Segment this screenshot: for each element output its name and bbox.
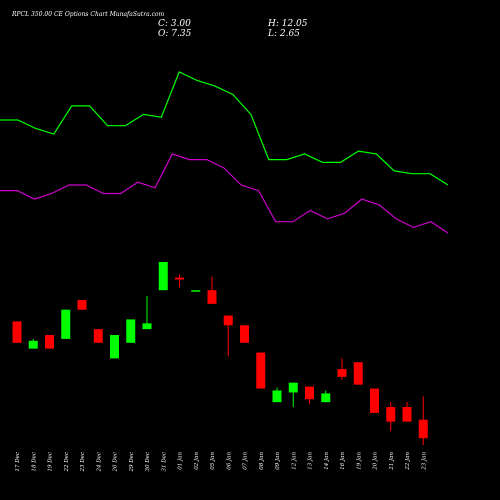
candle-body bbox=[353, 362, 363, 385]
x-tick-label: 19 Dec bbox=[48, 452, 54, 472]
low-value: L: 2.65 bbox=[267, 29, 300, 39]
candle bbox=[110, 335, 119, 359]
x-tick-label: 17 Dec bbox=[15, 452, 21, 472]
candle bbox=[175, 274, 184, 288]
candles bbox=[12, 262, 428, 445]
candle-body bbox=[158, 262, 168, 291]
candle bbox=[12, 321, 22, 343]
x-tick-label: 02 Jan bbox=[194, 452, 200, 470]
candle-body bbox=[305, 386, 314, 400]
x-tick-label: 14 Jan bbox=[324, 452, 330, 470]
candle-body bbox=[207, 290, 217, 304]
candle-body bbox=[28, 340, 38, 349]
candle-body bbox=[12, 321, 22, 343]
high-value: H: 12.05 bbox=[267, 19, 308, 29]
x-tick-label: 12 Jan bbox=[291, 452, 297, 470]
candle-body bbox=[386, 407, 396, 422]
x-tick-label: 13 Jan bbox=[308, 452, 314, 470]
candle bbox=[321, 390, 331, 403]
candle bbox=[77, 299, 87, 310]
candle-body bbox=[288, 382, 298, 393]
green-indicator-line bbox=[0, 71, 449, 186]
x-tick-label: 26 Dec bbox=[113, 452, 119, 473]
x-tick-label: 23 Dec bbox=[80, 452, 86, 473]
candle-body bbox=[402, 407, 412, 422]
magenta-indicator-line bbox=[0, 153, 449, 234]
x-tick-label: 30 Dec bbox=[145, 452, 151, 472]
candle bbox=[402, 402, 412, 422]
x-tick-label: 20 Jan bbox=[373, 452, 379, 471]
candle-body bbox=[191, 290, 201, 292]
candle-body bbox=[370, 388, 379, 413]
candle bbox=[370, 388, 379, 413]
candle-body bbox=[240, 325, 249, 343]
x-tick-label: 01 Jan bbox=[178, 452, 184, 470]
candle bbox=[353, 362, 363, 385]
candle bbox=[142, 296, 152, 330]
candle bbox=[126, 319, 136, 343]
candle bbox=[272, 387, 282, 403]
x-tick-label: 05 Jan bbox=[210, 452, 216, 470]
candle-body bbox=[418, 419, 428, 439]
candle bbox=[61, 309, 71, 339]
x-tick-label: 22 Dec bbox=[64, 452, 70, 473]
candle bbox=[256, 352, 266, 389]
chart-title: RPCL 350.00 CE Options Chart MunafaSutra… bbox=[11, 11, 165, 18]
candle-body bbox=[223, 315, 233, 326]
x-tick-label: 21 Jan bbox=[389, 452, 395, 471]
candle bbox=[386, 402, 396, 432]
x-axis-ticks: 17 Dec 18 Dec 19 Dec 22 Dec 23 Dec 24 Dec 26 D… bbox=[15, 452, 427, 473]
x-tick-label: 22 Jan bbox=[405, 452, 411, 471]
candle bbox=[288, 382, 298, 408]
x-tick-label: 19 Jan bbox=[356, 452, 362, 470]
candle bbox=[28, 338, 38, 349]
candle-body bbox=[337, 369, 347, 377]
x-tick-label: 18 Dec bbox=[31, 452, 37, 472]
candle bbox=[223, 315, 233, 357]
candle-body bbox=[321, 393, 331, 403]
candle-body bbox=[45, 335, 54, 349]
x-tick-label: 24 Dec bbox=[96, 452, 102, 473]
x-tick-label: 09 Jan bbox=[275, 452, 281, 470]
close-value: C: 3.00 bbox=[158, 19, 191, 29]
x-tick-label: 07 Jan bbox=[243, 452, 249, 470]
candle bbox=[207, 276, 217, 304]
x-tick-label: 16 Jan bbox=[340, 452, 346, 470]
candle-body bbox=[272, 390, 282, 403]
x-tick-label: 08 Jan bbox=[259, 452, 265, 470]
open-value: O: 7.35 bbox=[158, 29, 192, 39]
candle bbox=[240, 325, 249, 343]
indicator-lines bbox=[0, 71, 449, 234]
candle-body bbox=[77, 299, 87, 310]
candle bbox=[305, 386, 314, 405]
candle bbox=[93, 329, 103, 343]
candle-body bbox=[110, 335, 119, 359]
x-tick-label: 23 Jan bbox=[421, 452, 427, 471]
candle bbox=[45, 335, 54, 349]
candle bbox=[191, 290, 201, 292]
candle-body bbox=[61, 309, 71, 339]
candle-body bbox=[256, 352, 266, 389]
candle-body bbox=[93, 329, 103, 343]
candle bbox=[337, 358, 347, 380]
x-tick-label: 29 Dec bbox=[129, 452, 135, 473]
candle bbox=[158, 262, 168, 291]
x-tick-label: 31 Dec bbox=[161, 452, 167, 472]
candle-body bbox=[142, 323, 152, 330]
candle-body bbox=[175, 277, 184, 280]
x-tick-label: 06 Jan bbox=[226, 452, 232, 470]
candle bbox=[418, 396, 428, 445]
candle-body bbox=[126, 319, 136, 343]
